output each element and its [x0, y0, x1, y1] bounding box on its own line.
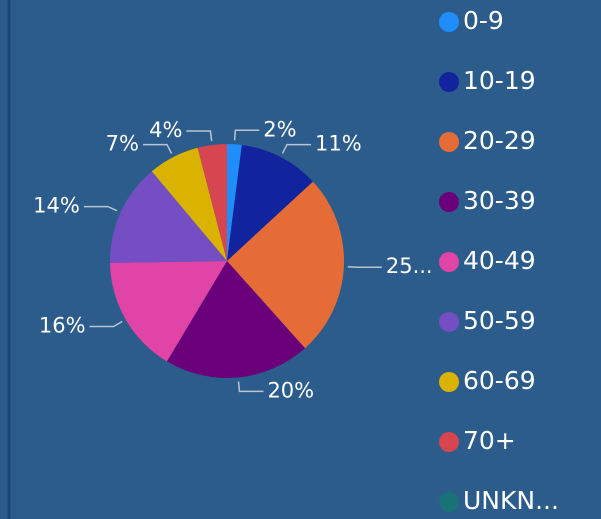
- legend-marker: [439, 492, 459, 512]
- pie-slice: [227, 144, 242, 261]
- legend-marker: [439, 312, 459, 332]
- legend-label: 0-9: [463, 6, 504, 35]
- leader-line: [142, 143, 173, 154]
- legend-label: UNKN...: [463, 486, 559, 515]
- legend-label: 40-49: [463, 246, 536, 275]
- data-label: 4%: [149, 118, 182, 142]
- leader-line: [233, 129, 260, 141]
- legend-marker: [439, 372, 459, 392]
- data-label: 20%: [267, 378, 314, 402]
- legend-marker: [439, 132, 459, 152]
- pie-slice: [227, 144, 313, 261]
- data-label: 14%: [33, 194, 80, 218]
- pie-slice: [151, 147, 227, 261]
- data-label: 7%: [106, 132, 139, 156]
- legend-label: 50-59: [463, 306, 536, 335]
- legend-marker: [439, 252, 459, 272]
- legend-label: 60-69: [463, 366, 536, 395]
- legend-label: 10-19: [463, 66, 536, 95]
- legend-marker: [439, 72, 459, 92]
- leader-line: [281, 143, 312, 154]
- data-label: 11%: [315, 132, 362, 156]
- data-label: 25...: [386, 254, 433, 278]
- pie-slice: [197, 144, 227, 261]
- pie-slice: [166, 261, 306, 379]
- pie-slice: [227, 181, 345, 349]
- leader-line: [89, 320, 123, 328]
- legend-marker: [439, 432, 459, 452]
- legend-label: 20-29: [463, 126, 536, 155]
- leader-line: [83, 205, 118, 212]
- leader-line: [186, 130, 213, 142]
- pie-slice: [110, 261, 227, 362]
- data-label: 2%: [263, 117, 296, 141]
- pie-slice: [109, 171, 227, 263]
- legend-label: 30-39: [463, 186, 536, 215]
- legend-label: 70+: [463, 426, 516, 455]
- data-label: 16%: [39, 314, 86, 338]
- leader-line: [237, 381, 264, 393]
- legend-marker: [439, 192, 459, 212]
- legend-marker: [439, 12, 459, 32]
